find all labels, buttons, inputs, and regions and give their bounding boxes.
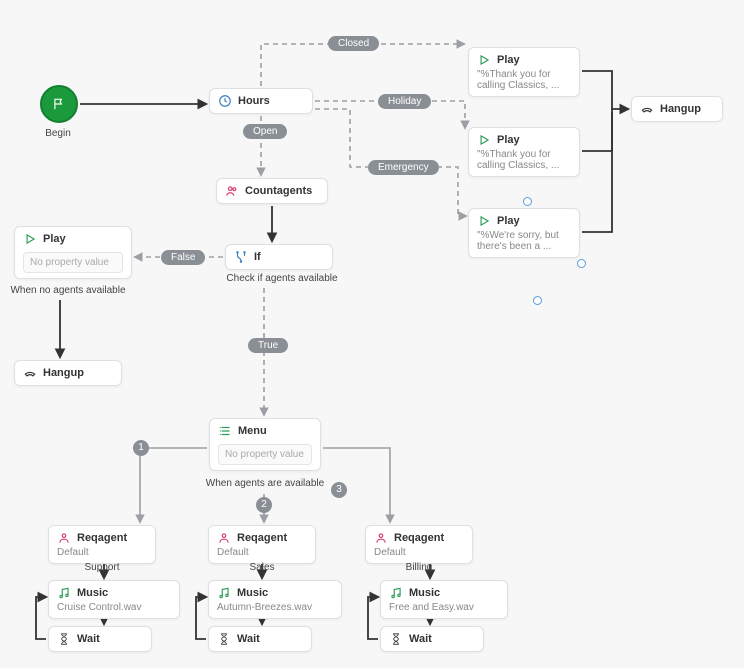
if-title: If (254, 251, 261, 263)
node-wait2[interactable]: Wait (208, 626, 312, 652)
menu-title: Menu (238, 425, 267, 437)
hours-title: Hours (238, 95, 270, 107)
hangup-icon (23, 366, 37, 380)
play-icon (477, 133, 491, 147)
hourglass-icon (57, 632, 71, 646)
wait3-title: Wait (409, 633, 432, 645)
wait2-title: Wait (237, 633, 260, 645)
branch-icon (234, 250, 248, 264)
music-icon (57, 586, 71, 600)
req2-title: Reqagent (237, 532, 287, 544)
menu-prop: No property value (218, 444, 312, 465)
node-play-noagents[interactable]: Play No property value (14, 226, 132, 279)
node-music2[interactable]: Music Autumn-Breezes.wav (208, 580, 342, 619)
begin-label: Begin (0, 128, 118, 139)
music3-title: Music (409, 587, 440, 599)
connection-port[interactable] (577, 259, 586, 268)
edge-label-true: True (248, 338, 288, 353)
clock-icon (218, 94, 232, 108)
req1-title: Reqagent (77, 532, 127, 544)
edge-label-false: False (161, 250, 205, 265)
node-req3[interactable]: Reqagent Default (365, 525, 473, 564)
node-wait3[interactable]: Wait (380, 626, 484, 652)
countagents-title: Countagents (245, 185, 312, 197)
req3-sub: Default (374, 547, 464, 558)
node-hours[interactable]: Hours (209, 88, 313, 114)
music-icon (217, 586, 231, 600)
connection-port[interactable] (533, 296, 542, 305)
node-begin[interactable] (40, 85, 78, 123)
node-play-closed[interactable]: Play "%Thank you for calling Classics, .… (468, 47, 580, 97)
play-icon (23, 232, 37, 246)
play-icon (477, 53, 491, 67)
node-if[interactable]: If (225, 244, 333, 270)
edge-label-3: 3 (331, 482, 347, 498)
person-icon (57, 531, 71, 545)
node-play-emerg[interactable]: Play "%We're sorry, but there's been a .… (468, 208, 580, 258)
req2-caption: Sales (202, 562, 322, 573)
node-req2[interactable]: Reqagent Default (208, 525, 316, 564)
menu-caption: When agents are available (205, 478, 325, 489)
play-icon (477, 214, 491, 228)
play-noagents-prop: No property value (23, 252, 123, 273)
music-icon (389, 586, 403, 600)
music1-sub: Cruise Control.wav (57, 602, 171, 613)
if-caption: Check if agents available (222, 273, 342, 284)
node-play-holiday[interactable]: Play "%Thank you for calling Classics, .… (468, 127, 580, 177)
play-closed-title: Play (497, 54, 520, 66)
person-icon (217, 531, 231, 545)
node-music3[interactable]: Music Free and Easy.wav (380, 580, 508, 619)
connection-port[interactable] (523, 197, 532, 206)
music2-title: Music (237, 587, 268, 599)
list-icon (218, 424, 232, 438)
node-music1[interactable]: Music Cruise Control.wav (48, 580, 180, 619)
node-wait1[interactable]: Wait (48, 626, 152, 652)
node-hangup-main[interactable]: Hangup (631, 96, 723, 122)
hourglass-icon (389, 632, 403, 646)
play-holiday-sub: "%Thank you for calling Classics, ... (477, 149, 571, 171)
flag-icon (52, 97, 66, 111)
req1-sub: Default (57, 547, 147, 558)
node-countagents[interactable]: Countagents (216, 178, 328, 204)
edge-label-1: 1 (133, 440, 149, 456)
req2-sub: Default (217, 547, 307, 558)
req3-title: Reqagent (394, 532, 444, 544)
edge-label-2: 2 (256, 497, 272, 513)
edge-label-emergency: Emergency (368, 160, 439, 175)
play-noagents-title: Play (43, 233, 66, 245)
edge-label-holiday: Holiday (378, 94, 431, 109)
music2-sub: Autumn-Breezes.wav (217, 602, 333, 613)
edge-label-closed: Closed (328, 36, 379, 51)
hangup-main-title: Hangup (660, 103, 701, 115)
play-closed-sub: "%Thank you for calling Classics, ... (477, 69, 571, 91)
music1-title: Music (77, 587, 108, 599)
wait1-title: Wait (77, 633, 100, 645)
play-emerg-title: Play (497, 215, 520, 227)
node-menu[interactable]: Menu No property value (209, 418, 321, 471)
play-holiday-title: Play (497, 134, 520, 146)
edge-label-open: Open (243, 124, 287, 139)
hangup-left-title: Hangup (43, 367, 84, 379)
hangup-icon (640, 102, 654, 116)
node-hangup-left[interactable]: Hangup (14, 360, 122, 386)
play-emerg-sub: "%We're sorry, but there's been a ... (477, 230, 571, 252)
req3-caption: Billing (359, 562, 479, 573)
play-noagents-caption: When no agents available (8, 285, 128, 296)
hourglass-icon (217, 632, 231, 646)
node-req1[interactable]: Reqagent Default (48, 525, 156, 564)
people-icon (225, 184, 239, 198)
person-icon (374, 531, 388, 545)
req1-caption: Support (42, 562, 162, 573)
music3-sub: Free and Easy.wav (389, 602, 499, 613)
